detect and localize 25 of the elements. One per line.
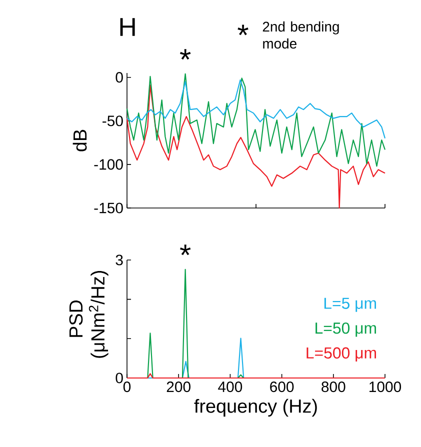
text: L=50 μm [316,322,376,337]
x-tick-label: 1000 [370,382,402,392]
x-tick-label: 0 [123,382,131,392]
text: 2nd bending mode [262,21,339,49]
annotation: * [180,244,191,256]
line-series [126,73,386,167]
x-tick-label: 400 [218,382,242,392]
y-tick-label: 0 [116,372,123,384]
y-axis-title: dB [72,130,87,152]
y-axis-title: PSD (μNm$^{2}$/Hz) [69,270,108,358]
y-tick-label: -150 [94,202,123,214]
line-series [126,79,386,139]
y-tick-label: 0 [116,72,123,83]
y-tick-label: 3 [116,254,123,266]
x-axis-title: frequency (Hz) [194,398,317,417]
x-tick-label: 200 [166,382,190,392]
x-tick-label: 600 [270,382,294,392]
text: * [238,24,248,36]
text: H [120,18,135,36]
y-tick-label: -100 [94,159,123,170]
annotation: * [180,49,191,60]
x-tick-label: 800 [322,382,346,392]
y-tick-label: -50 [102,116,123,126]
text: L=5 μm [324,298,376,312]
series-label: L=500 μm [306,347,376,362]
